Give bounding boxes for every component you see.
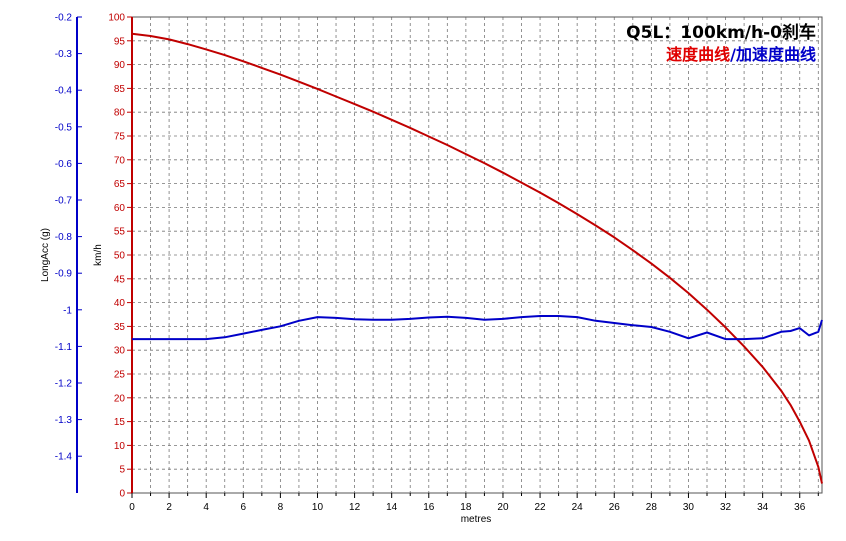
x-tick-label: 12 (349, 502, 361, 513)
speed-curve (131, 32, 823, 484)
speed-tick-label: 70 (114, 155, 126, 166)
x-tick-label: 26 (609, 502, 621, 513)
speed-tick-label: 100 (108, 13, 125, 24)
speed-tick-label: 75 (114, 132, 126, 143)
speed-axis: 0 5 10 15 20 25 30 35 40 45 50 55 60 65 70 75 80 85 90 95 10… (108, 13, 133, 500)
x-tick-label: 22 (535, 502, 547, 513)
subtitle-separator: / (730, 45, 736, 64)
speed-tick-label: 15 (114, 417, 126, 428)
speed-tick-label: 30 (114, 346, 126, 357)
acc-tick-label: -0.2 (55, 13, 73, 24)
speed-tick-label: 0 (119, 489, 125, 500)
x-tick-label: 2 (166, 502, 172, 513)
speed-tick-label: 65 (114, 179, 126, 190)
x-tick-label: 24 (572, 502, 584, 513)
x-tick-label: 28 (646, 502, 658, 513)
acc-tick-label: -0.5 (55, 122, 73, 133)
speed-tick-label: 50 (114, 251, 126, 262)
speed-axis-title: km/h (93, 244, 104, 266)
speed-tick-label: 25 (114, 370, 126, 381)
speed-tick-label: 20 (114, 393, 126, 404)
acc-tick-label: -0.9 (55, 269, 73, 280)
chart-title: Q5L：100km/h-0刹车 (626, 22, 816, 43)
acc-tick-label: -0.7 (55, 196, 73, 207)
acc-tick-label: -0.4 (55, 86, 73, 97)
speed-tick-label: 5 (119, 465, 125, 476)
subtitle-acc-part: 加速度曲线 (735, 45, 816, 64)
x-tick-label: 20 (497, 502, 509, 513)
acc-tick-label: -0.3 (55, 49, 73, 60)
x-tick-label: 8 (278, 502, 284, 513)
series-layer (131, 32, 823, 484)
speed-tick-label: 80 (114, 108, 126, 119)
subtitle-speed-part: 速度曲线 (666, 45, 730, 64)
x-tick-label: 32 (720, 502, 732, 513)
x-axis: 0 2 4 6 8 10 12 14 16 18 20 22 24 26 28 30 32 34 36 (129, 493, 819, 513)
speed-tick-label: 60 (114, 203, 126, 214)
speed-tick-label: 85 (114, 84, 126, 95)
acc-axis: -0.2 -0.3 -0.4 -0.5 -0.6 -0.7 -0.8 -0.9 -1 -1.1 -1… (55, 13, 82, 493)
speed-tick-label: 45 (114, 274, 126, 285)
acc-tick-label: -1.4 (55, 452, 73, 463)
grid-lines (132, 17, 822, 493)
x-tick-label: 18 (460, 502, 472, 513)
x-tick-label: 14 (386, 502, 398, 513)
speed-tick-label: 90 (114, 60, 126, 71)
x-tick-label: 0 (129, 502, 135, 513)
acc-tick-label: -1 (63, 305, 72, 316)
acc-tick-label: -0.6 (55, 159, 73, 170)
speed-tick-label: 10 (114, 441, 126, 452)
acc-tick-label: -0.8 (55, 232, 73, 243)
x-tick-label: 34 (757, 502, 769, 513)
speed-tick-label: 35 (114, 322, 126, 333)
x-tick-label: 36 (794, 502, 806, 513)
acc-tick-label: -1.2 (55, 379, 73, 390)
speed-tick-label: 95 (114, 36, 126, 47)
speed-tick-label: 40 (114, 298, 126, 309)
x-tick-label: 4 (203, 502, 209, 513)
chart-subtitle: 速度曲线/加速度曲线 (666, 45, 816, 64)
x-tick-label: 6 (241, 502, 247, 513)
x-tick-label: 30 (683, 502, 695, 513)
acc-tick-label: -1.1 (55, 342, 73, 353)
x-tick-label: 10 (312, 502, 324, 513)
acc-axis-title: LongAcc (g) (40, 228, 51, 282)
acc-tick-label: -1.3 (55, 415, 73, 426)
speed-tick-label: 55 (114, 227, 126, 238)
acceleration-curve (132, 315, 823, 341)
x-tick-label: 16 (423, 502, 435, 513)
x-axis-title: metres (461, 514, 492, 525)
